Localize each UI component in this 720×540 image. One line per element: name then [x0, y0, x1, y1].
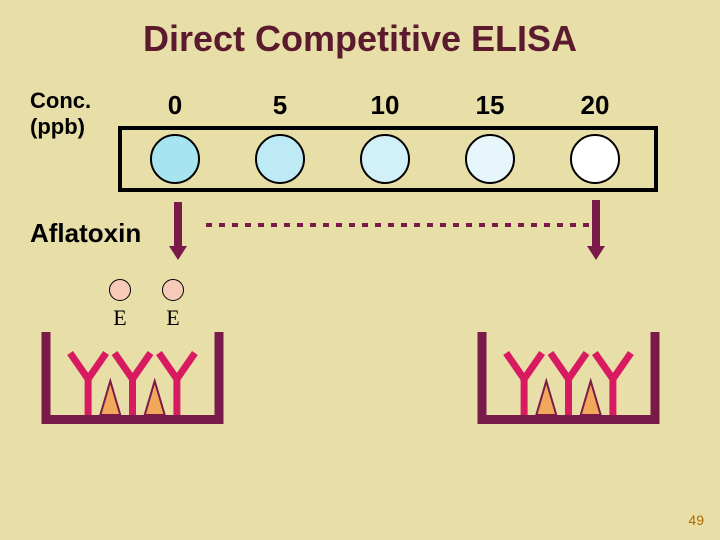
enzyme-conjugate-icon — [162, 279, 184, 301]
well — [150, 134, 200, 184]
conc-value: 15 — [460, 90, 520, 121]
well — [360, 134, 410, 184]
well — [255, 134, 305, 184]
well — [465, 134, 515, 184]
conc-value: 10 — [355, 90, 415, 121]
aflatoxin-arrow-down-icon — [163, 202, 193, 260]
conc-value: 20 — [565, 90, 625, 121]
page-number: 49 — [688, 512, 704, 528]
antibody-well-icon — [40, 332, 225, 424]
well — [570, 134, 620, 184]
antibody-well-icon — [476, 332, 661, 424]
slide: Direct Competitive ELISA Conc. (ppb) 0 5 1… — [0, 0, 720, 540]
aflatoxin-label: Aflatoxin — [30, 218, 141, 249]
enzyme-conjugate-icon — [109, 279, 131, 301]
slide-title: Direct Competitive ELISA — [0, 18, 720, 60]
conc-value: 0 — [145, 90, 205, 121]
conc-axis-label-line2: (ppb) — [30, 114, 85, 139]
conc-axis-label: Conc. (ppb) — [30, 88, 91, 140]
enzyme-label: E — [110, 305, 130, 331]
enzyme-label: E — [163, 305, 183, 331]
conc-axis-label-line1: Conc. — [30, 88, 91, 113]
conc-value: 5 — [250, 90, 310, 121]
aflatoxin-arrow-right-icon — [206, 200, 612, 260]
